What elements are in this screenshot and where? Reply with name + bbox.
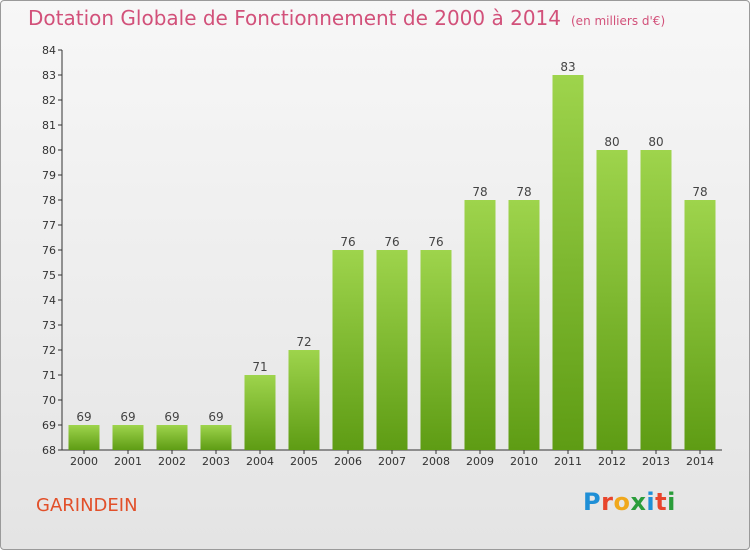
bar	[376, 250, 408, 450]
place-name: GARINDEIN	[36, 495, 138, 516]
bar	[332, 250, 364, 450]
bar-value-label: 71	[252, 360, 267, 374]
logo-letter: t	[655, 488, 668, 516]
logo-letter: P	[583, 488, 602, 516]
y-tick-label: 68	[42, 444, 56, 457]
logo-letter: r	[601, 488, 614, 516]
y-tick-label: 81	[42, 119, 56, 132]
bar-value-label: 80	[604, 135, 619, 149]
y-tick-label: 77	[42, 219, 56, 232]
x-tick-label: 2000	[70, 455, 98, 468]
y-tick-label: 84	[42, 44, 56, 57]
bar	[420, 250, 452, 450]
chart-title-text: Dotation Globale de Fonctionnement de 20…	[28, 6, 561, 30]
bar-value-label: 78	[692, 185, 707, 199]
x-tick-label: 2013	[642, 455, 670, 468]
bar	[640, 150, 672, 450]
y-tick-label: 75	[42, 269, 56, 282]
bar-value-label: 78	[516, 185, 531, 199]
y-tick-label: 69	[42, 419, 56, 432]
x-tick-label: 2010	[510, 455, 538, 468]
y-tick-label: 74	[42, 294, 56, 307]
data-labels: 69 69 69 69 71 72 76 76 76 78 78 83 80 80 78	[76, 60, 707, 424]
bar-value-label: 69	[164, 410, 179, 424]
y-tick-label: 70	[42, 394, 56, 407]
y-tick-label: 79	[42, 169, 56, 182]
x-tick-label: 2005	[290, 455, 318, 468]
x-tick-label: 2012	[598, 455, 626, 468]
x-tick-label: 2014	[686, 455, 714, 468]
y-axis: 68 69 70 71 72 73 74 75 76 77 78 79 80 81 82 83 84	[42, 44, 63, 457]
bar-value-label: 76	[384, 235, 399, 249]
bar	[112, 425, 144, 450]
bar	[552, 75, 584, 450]
bar-value-label: 78	[472, 185, 487, 199]
y-tick-label: 71	[42, 369, 56, 382]
x-tick-label: 2007	[378, 455, 406, 468]
bars	[68, 75, 716, 450]
logo-letter: i	[667, 488, 676, 516]
y-tick-label: 78	[42, 194, 56, 207]
bar	[464, 200, 496, 450]
y-tick-label: 83	[42, 69, 56, 82]
x-tick-label: 2008	[422, 455, 450, 468]
x-tick-label: 2003	[202, 455, 230, 468]
bar-value-label: 69	[76, 410, 91, 424]
bar-value-label: 72	[296, 335, 311, 349]
x-tick-label: 2009	[466, 455, 494, 468]
x-axis: 2000 2001 2002 2003 2004 2005 2006 2007 2008 2009…	[62, 449, 722, 468]
bar	[508, 200, 540, 450]
bar	[156, 425, 188, 450]
bar	[596, 150, 628, 450]
chart-title: Dotation Globale de Fonctionnement de 20…	[28, 6, 665, 30]
proxiti-logo: Proxiti	[583, 488, 676, 516]
x-tick-label: 2002	[158, 455, 186, 468]
bar	[684, 200, 716, 450]
bar	[200, 425, 232, 450]
logo-letter: o	[613, 488, 631, 516]
y-tick-label: 76	[42, 244, 56, 257]
bar	[244, 375, 276, 450]
y-tick-label: 73	[42, 319, 56, 332]
bar-value-label: 80	[648, 135, 663, 149]
x-tick-label: 2001	[114, 455, 142, 468]
logo-letter: x	[630, 488, 647, 516]
bar-value-label: 83	[560, 60, 575, 74]
bar-value-label: 69	[120, 410, 135, 424]
chart-subtitle: (en milliers d'€)	[571, 14, 666, 28]
bar-value-label: 69	[208, 410, 223, 424]
y-tick-label: 80	[42, 144, 56, 157]
x-tick-label: 2011	[554, 455, 582, 468]
x-tick-label: 2004	[246, 455, 274, 468]
bar-value-label: 76	[340, 235, 355, 249]
bar-value-label: 76	[428, 235, 443, 249]
logo-letter: i	[646, 488, 656, 516]
bar	[288, 350, 320, 450]
y-tick-label: 72	[42, 344, 56, 357]
x-tick-label: 2006	[334, 455, 362, 468]
y-tick-label: 82	[42, 94, 56, 107]
bar	[68, 425, 100, 450]
